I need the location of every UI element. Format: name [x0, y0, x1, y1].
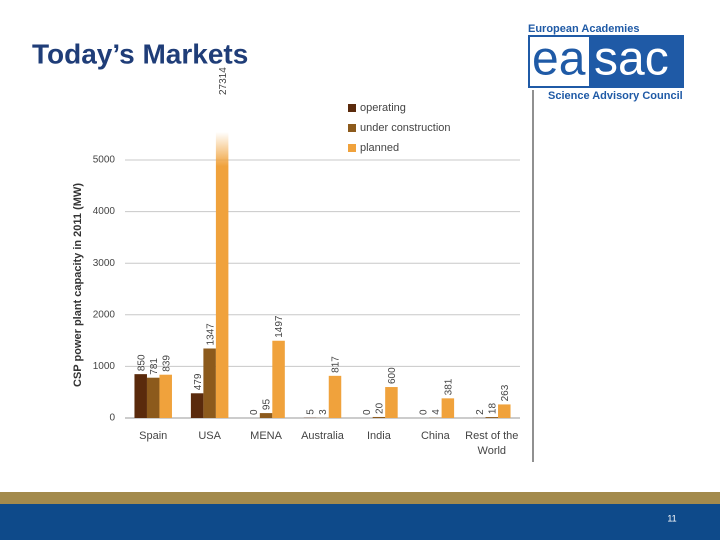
data-label: 817 — [331, 356, 342, 373]
x-tick-label: MENA — [250, 430, 282, 442]
legend-swatch — [348, 104, 356, 112]
data-label: 600 — [387, 367, 398, 384]
data-label: 4 — [431, 409, 442, 415]
bar — [272, 340, 285, 418]
slide-title: Today’s Markets — [32, 38, 248, 69]
data-label: 381 — [443, 378, 454, 395]
legend-label: operating — [360, 102, 406, 114]
y-tick-label: 2000 — [93, 309, 116, 320]
bar — [134, 374, 147, 418]
logo-left: ea — [532, 33, 586, 86]
data-label: 27314 — [218, 67, 229, 95]
logo-bottom: Science Advisory Council — [548, 90, 683, 102]
x-tick-label: USA — [198, 430, 221, 442]
bar — [146, 377, 160, 418]
logo-top: European Academies — [528, 23, 639, 35]
legend-swatch — [348, 124, 356, 132]
x-tick-label: Spain — [139, 430, 168, 442]
legend-label: planned — [360, 142, 399, 154]
bar — [203, 348, 216, 418]
bar — [441, 398, 455, 418]
data-label: 95 — [262, 399, 273, 411]
bar — [485, 417, 499, 418]
data-label: 18 — [487, 403, 498, 415]
bar — [328, 375, 342, 418]
data-label: 1347 — [205, 323, 216, 346]
footer-strip — [0, 492, 720, 504]
bar — [159, 374, 172, 418]
data-label: 0 — [418, 409, 429, 415]
data-label: 263 — [500, 384, 511, 401]
logo-box — [589, 36, 683, 87]
data-label: 20 — [375, 402, 386, 414]
data-label: 1497 — [274, 315, 285, 338]
bar — [385, 387, 398, 418]
data-label: 850 — [136, 354, 147, 371]
y-tick-label: 3000 — [93, 258, 116, 269]
data-label: 3 — [318, 409, 329, 415]
data-label: 0 — [249, 409, 260, 415]
x-tick-label: India — [366, 430, 391, 442]
data-label: 2 — [475, 409, 486, 415]
y-axis-label: CSP power plant capacity in 2011 (MW) — [72, 183, 84, 387]
x-tick-label: China — [420, 430, 450, 442]
data-label: 839 — [161, 355, 172, 372]
y-tick-label: 0 — [109, 413, 115, 424]
legend-label: under construction — [360, 122, 451, 134]
y-tick-label: 4000 — [93, 206, 116, 217]
x-tick-label: Rest of the World — [465, 430, 519, 457]
bar — [215, 132, 229, 418]
footer-bar — [0, 504, 720, 540]
bar — [190, 393, 204, 418]
data-label: 5 — [306, 409, 317, 415]
data-label: 0 — [362, 409, 373, 415]
legend-swatch — [348, 144, 356, 152]
logo-right: sac — [594, 33, 669, 86]
bar — [498, 404, 511, 418]
data-label: 479 — [193, 373, 204, 390]
page-number: 11 — [667, 513, 676, 523]
y-tick-label: 5000 — [93, 155, 116, 166]
data-label: 781 — [149, 358, 160, 375]
bar — [372, 416, 386, 418]
x-tick-label: Australia — [301, 430, 344, 442]
bar — [259, 413, 273, 418]
y-tick-label: 1000 — [93, 361, 116, 372]
